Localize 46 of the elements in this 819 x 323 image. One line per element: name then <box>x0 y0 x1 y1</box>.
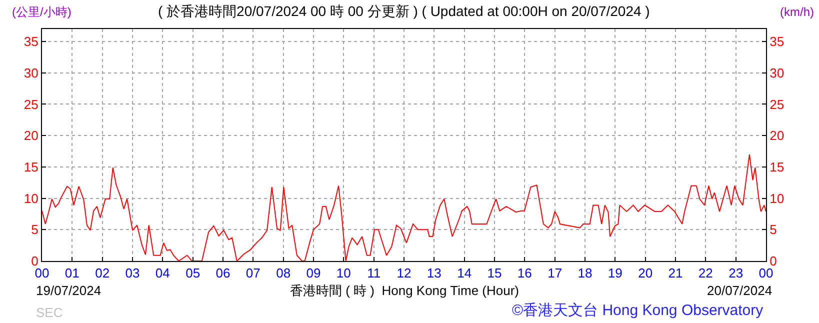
x-tick-label: 13 <box>426 266 442 281</box>
text: SEC <box>36 305 63 320</box>
text: ©香港天文台 Hong Kong Observatory <box>512 302 764 319</box>
x-tick-label: 16 <box>517 266 532 281</box>
x-tick-label: 20 <box>638 266 653 281</box>
text: 20/07/2024 <box>707 283 772 298</box>
x-tick-label: 15 <box>487 266 502 281</box>
x-tick-label: 11 <box>367 266 381 281</box>
y2-tick-label: 5 <box>770 222 777 238</box>
y2-tick-label: 20 <box>770 128 784 144</box>
x-axis-title: 香港時間 ( 時 ) Hong Kong Time (Hour) <box>290 283 519 298</box>
y-tick-label: 10 <box>24 190 38 206</box>
x-tick-label: 23 <box>728 266 744 281</box>
y2-tick-label: 10 <box>770 190 784 206</box>
x-tick-label: 12 <box>396 266 412 281</box>
x-tick-label: 21 <box>668 266 683 281</box>
x-tick-label: 19 <box>608 266 622 281</box>
y-axis-title: (公里/小時) <box>12 5 72 19</box>
text: 19/07/2024 <box>36 283 102 298</box>
y-tick-label: 20 <box>24 128 38 144</box>
y-tick-label: 15 <box>24 160 38 174</box>
x-tick-label: 03 <box>125 266 140 281</box>
y-tick-label: 35 <box>24 34 38 50</box>
y2-tick-label: 15 <box>770 160 784 174</box>
y2-axis-title: (km/h) <box>780 5 814 19</box>
x-tick-label: 04 <box>155 266 170 281</box>
x-tick-label: 06 <box>216 266 230 281</box>
x-tick-label: 05 <box>186 266 200 281</box>
x-tick-label: 08 <box>276 266 291 281</box>
x-tick-label: 02 <box>95 266 110 281</box>
y2-tick-label: 30 <box>770 65 784 80</box>
y-tick-label: 30 <box>24 65 38 80</box>
y-tick-label: 25 <box>24 96 38 112</box>
y2-tick-label: 25 <box>770 96 784 112</box>
line-series <box>42 154 766 261</box>
x-tick-label: 09 <box>306 266 321 281</box>
x-tick-label: 01 <box>64 266 80 281</box>
x-tick-label: 10 <box>336 266 351 281</box>
x-tick-label: 07 <box>246 266 260 281</box>
x-tick-label: 22 <box>698 266 713 281</box>
y-tick-label: 5 <box>31 222 38 238</box>
chart-title: ( 於香港時間20/07/2024 00 時 00 分更新 ) ( Updated at 00:00H on 20/07/2024 ) <box>158 3 650 19</box>
x-tick-label: 18 <box>578 266 592 281</box>
x-tick-label: 17 <box>548 266 562 281</box>
x-tick-label: 14 <box>457 266 472 281</box>
y2-tick-label: 35 <box>770 34 784 50</box>
